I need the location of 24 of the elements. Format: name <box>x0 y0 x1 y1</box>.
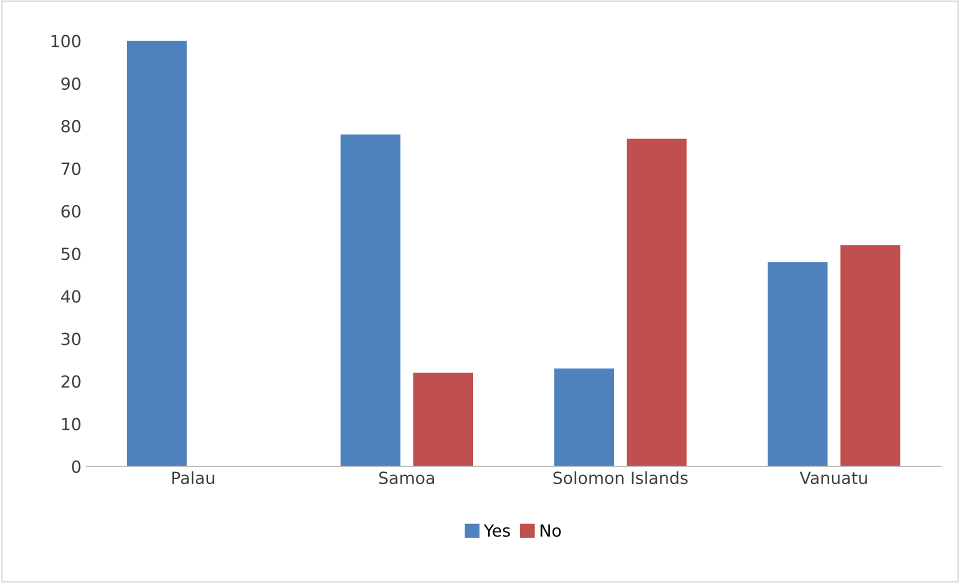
x-tick-label: Vanuatu <box>800 472 867 484</box>
y-tick-label: 30 <box>62 332 80 346</box>
y-tick-label: 50 <box>62 248 80 260</box>
x-tick-label: Samoa <box>379 472 434 484</box>
legend-label: No <box>540 524 561 537</box>
y-tick-label: 100 <box>52 34 80 48</box>
legend-label: Yes <box>484 524 510 537</box>
y-tick-label: 60 <box>61 205 80 218</box>
y-tick-label: 10 <box>62 418 80 430</box>
x-tick-label: Solomon Islands <box>553 471 688 484</box>
x-tick-label: Palau <box>172 471 214 484</box>
bar <box>840 245 900 466</box>
bar <box>413 372 474 466</box>
y-tick-label: 80 <box>61 120 80 132</box>
bar <box>768 262 828 466</box>
y-tick-label: 90 <box>61 77 80 90</box>
bar <box>340 134 400 466</box>
bar <box>126 40 187 466</box>
bar <box>554 368 614 466</box>
y-tick-label: 0 <box>72 460 80 473</box>
y-tick-label: 40 <box>61 290 80 303</box>
y-tick-label: 70 <box>62 162 80 176</box>
y-tick-label: 20 <box>62 375 80 388</box>
bar <box>626 138 687 466</box>
